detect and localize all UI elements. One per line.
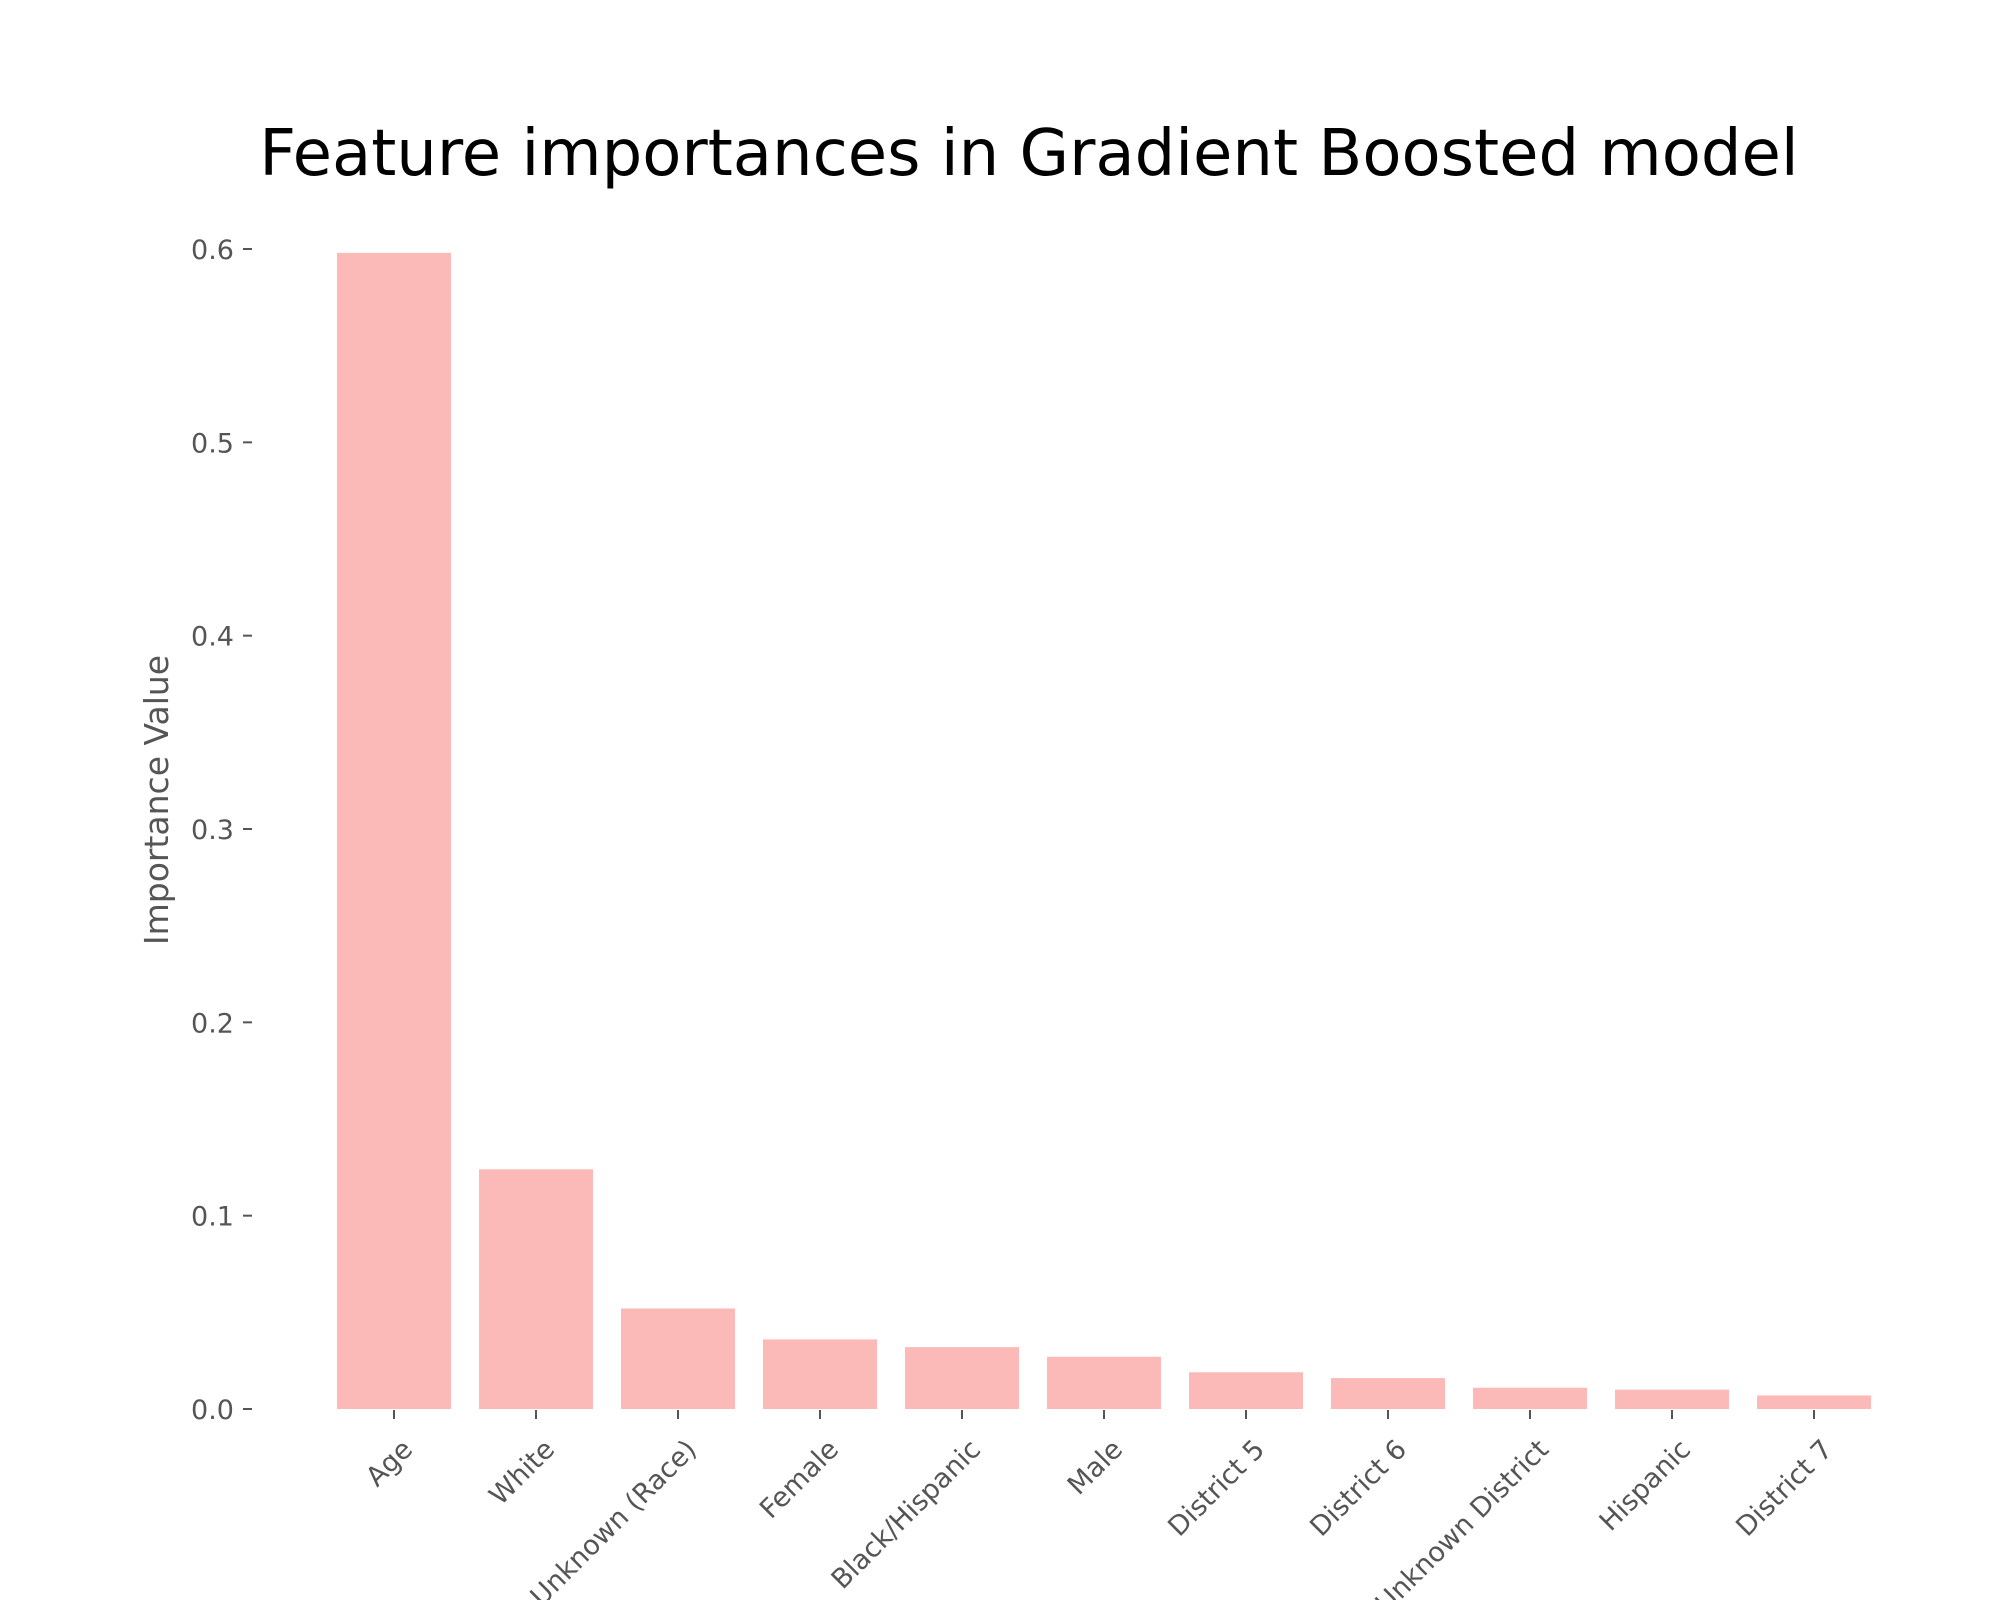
- bar-district-7: [1757, 1395, 1871, 1409]
- bar-unknown-district: [1473, 1387, 1587, 1409]
- bar-district-6: [1331, 1378, 1445, 1409]
- x-tick-label: White: [484, 1434, 561, 1511]
- bar-male: [1047, 1356, 1161, 1409]
- x-tick-label: Male: [1062, 1434, 1129, 1501]
- bars: [337, 252, 1871, 1409]
- x-tick-label: District 6: [1304, 1434, 1413, 1543]
- bar-unknown-race: [621, 1308, 735, 1409]
- x-tick-label: Black/Hispanic: [826, 1434, 987, 1595]
- x-tick-label: Age: [360, 1434, 419, 1493]
- y-tick-label: 0.6: [191, 235, 234, 266]
- y-axis: 0.0 0.1 0.2 0.3 0.4 0.5 0.6: [191, 235, 252, 1426]
- x-tick-label: Hispanic: [1594, 1434, 1697, 1537]
- x-tick-label: District 7: [1730, 1434, 1839, 1543]
- x-tick-label: District 5: [1162, 1434, 1271, 1543]
- bar-age: [337, 252, 451, 1409]
- bar-black-hispanic: [905, 1347, 1019, 1409]
- y-tick-label: 0.5: [191, 428, 234, 459]
- chart-title: Feature importances in Gradient Boosted …: [259, 117, 1798, 191]
- y-tick-label: 0.0: [191, 1395, 234, 1426]
- bar-hispanic: [1615, 1389, 1729, 1409]
- y-tick-label: 0.2: [191, 1008, 234, 1039]
- y-axis-label: Importance Value: [137, 655, 176, 945]
- bar-district-5: [1189, 1372, 1303, 1409]
- y-tick-label: 0.3: [191, 815, 234, 846]
- bar-female: [763, 1339, 877, 1409]
- bar-white: [479, 1169, 593, 1409]
- x-tick-label: Female: [754, 1434, 845, 1525]
- y-tick-label: 0.1: [191, 1202, 234, 1233]
- y-tick-label: 0.4: [191, 622, 234, 653]
